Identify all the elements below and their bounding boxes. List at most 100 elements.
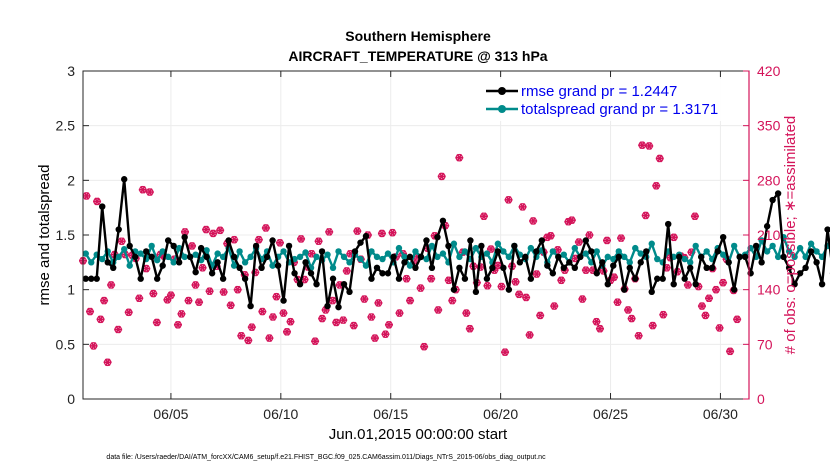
rmse-point [571,264,579,271]
totalspread-point [681,255,688,263]
obs-possible-marker [248,323,256,331]
totalspread-point [648,240,655,247]
rmse-point [164,237,172,244]
obs-possible-marker [283,328,291,336]
totalspread-point [692,242,699,250]
rmse-point [730,286,738,293]
rmse-point [88,275,95,282]
rmse-point [318,248,326,255]
obs-possible-marker [698,302,706,310]
obs-possible-marker [367,313,376,321]
rmse-point [599,259,606,266]
rmse-point [159,262,166,269]
totalspread-point [621,253,628,261]
rmse-point [527,275,535,282]
totalspread-point [296,253,304,261]
rmse-point [373,264,381,271]
rmse-point [610,262,617,269]
rmse-point [500,264,507,271]
totalspread-point [423,255,430,263]
obs-possible-marker [575,238,583,246]
obs-assimilated-stroke [396,309,403,317]
rmse-point [483,275,491,282]
rmse-point [785,264,793,271]
rmse-point [566,259,573,266]
rmse-point [621,286,628,293]
x-tick-label: 06/05 [153,406,188,422]
obs-possible-marker [416,284,425,292]
obs-assimilated-stroke [249,323,255,332]
obs-assimilated-stroke [519,203,526,211]
rmse-point [340,281,348,288]
rmse-point [390,253,397,261]
totalspread-point [626,259,633,266]
obs-assimilated-stroke [90,342,97,350]
obs-possible-marker [93,197,101,206]
obs-assimilated-stroke [87,307,93,316]
obs-assimilated-stroke [382,330,389,339]
y-tick-label-right: 70 [757,336,773,352]
rmse-point [615,253,622,261]
obs-assimilated-stroke [579,295,586,303]
totalspread-point [807,240,815,247]
rmse-point [461,275,469,282]
obs-possible-marker [117,237,126,246]
obs-possible-marker [216,226,224,235]
rmse-point [533,248,540,255]
obs-possible-marker [655,154,664,163]
obs-possible-marker [195,298,203,306]
obs-possible-marker [596,324,604,333]
footer-datafile: data file: /Users/raeder/DAI/ATM_forcXX/… [106,454,546,461]
rmse-point [99,203,106,210]
totalspread-point [549,248,557,255]
rmse-point [697,253,705,261]
obs-assimilated-stroke [147,188,153,196]
y-tick-label-left: 0 [67,391,75,407]
obs-possible-marker [532,270,541,278]
obs-assimilated-stroke [308,249,315,258]
rmse-point [93,275,100,282]
obs-assimilated-stroke [407,296,413,305]
obs-assimilated-stroke [558,276,564,285]
rmse-point [555,253,562,261]
obs-assimilated-stroke [368,313,375,321]
obs-assimilated-stroke [643,211,649,220]
obs-assimilated-stroke [351,321,357,330]
obs-possible-marker [557,276,566,285]
rmse-point [302,259,309,266]
rmse-point [670,281,677,288]
rmse-point [423,237,430,244]
obs-possible-marker [167,291,175,299]
obs-assimilated-stroke [614,298,621,307]
obs-possible-marker [188,242,196,250]
obs-assimilated-stroke [421,342,427,351]
obs-possible-marker [89,342,98,350]
y-tick-label-right: 210 [757,227,781,243]
rmse-point [824,226,830,233]
totalspread-point [230,262,238,269]
totalspread-point [170,259,177,266]
rmse-point [676,253,683,261]
obs-possible-marker [652,182,661,190]
obs-possible-marker [466,324,474,333]
rmse-point [335,303,342,311]
obs-possible-marker [726,347,734,356]
rmse-point [401,259,408,266]
totalspread-point [527,244,535,252]
rmse-point [247,302,254,310]
totalspread-point [582,250,589,257]
obs-assimilated-stroke [505,195,512,204]
obs-assimilated-stroke [287,317,294,326]
obs-possible-marker [455,153,464,162]
obs-possible-marker [385,321,393,329]
legend-box [478,79,740,121]
y-tick-label-left: 2.5 [56,118,76,134]
obs-possible-marker [198,263,207,272]
obs-possible-marker [360,295,369,303]
obs-assimilated-stroke [685,281,691,289]
totalspread-point [406,262,414,269]
obs-assimilated-stroke [256,235,262,244]
rmse-point [186,253,194,261]
obs-assimilated-stroke [192,281,199,289]
rmse-point [632,275,639,282]
